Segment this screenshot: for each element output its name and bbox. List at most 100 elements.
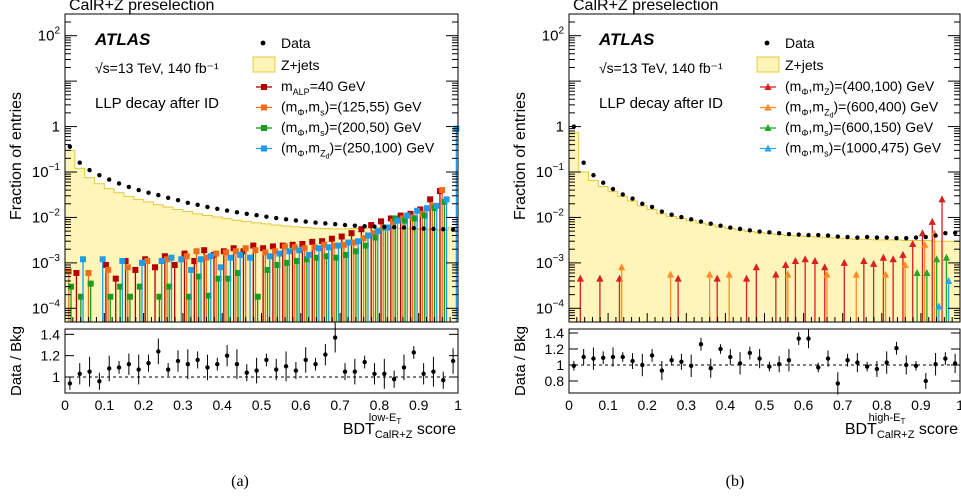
ratio-point (845, 358, 850, 363)
signal-1-point (596, 274, 604, 282)
signal-3-point (372, 234, 379, 241)
x-tick-label: 0.6 (794, 397, 814, 413)
y-tick-label: 10−2 (32, 207, 61, 226)
y-tick-label: 10−1 (536, 162, 565, 181)
ratio-point (87, 369, 92, 374)
signal-3-point (87, 280, 94, 287)
signal-1-point (240, 248, 247, 255)
background-histogram (64, 149, 459, 323)
signal-2-point (183, 253, 190, 260)
ratio-point (649, 353, 655, 358)
ratio-point (796, 336, 801, 341)
signal-3-point (136, 283, 143, 290)
signal-1-point (122, 258, 129, 265)
signal-3-point (411, 215, 418, 222)
legend-signal-3-marker (261, 125, 267, 131)
data-point (67, 144, 73, 149)
ratio-point (274, 367, 279, 372)
signal-2-point (301, 245, 308, 252)
signal-4-point (168, 254, 175, 261)
signal-4-point (364, 232, 371, 239)
ratio-point (679, 359, 684, 364)
data-point (274, 215, 279, 221)
ratio-point (224, 353, 230, 358)
ratio-point (215, 362, 220, 367)
signal-4-point (404, 212, 411, 219)
data-point (874, 235, 880, 240)
data-point (659, 209, 665, 214)
ratio-point (313, 362, 318, 367)
legend-signal-4-label: (mΦ,mZd)=(250,100) GeV (281, 140, 435, 161)
ratio-point (776, 362, 782, 367)
data-point (630, 196, 635, 201)
x-tick-label: 0.9 (409, 397, 429, 413)
x-tick-label: 0.4 (212, 397, 232, 413)
signal-3-point (913, 268, 921, 276)
signal-1-point (928, 217, 936, 225)
data-point (205, 204, 210, 210)
legend-zjets-swatch (252, 56, 276, 73)
ratio-point (601, 355, 606, 360)
data-point (175, 197, 181, 203)
x-tick-label: 0.9 (911, 397, 931, 413)
signal-1-point (368, 222, 375, 229)
signal-1-point (191, 258, 198, 265)
ratio-point (913, 363, 919, 368)
ratio-y-tick-label: 1.2 (41, 348, 61, 364)
signal-2-point (272, 248, 279, 255)
data-point (786, 231, 792, 237)
data-point (855, 235, 860, 240)
x-tick-label: 0.4 (716, 397, 736, 413)
legend-zjets-label: Z+jets (785, 57, 824, 73)
ratio-point (303, 357, 308, 363)
preselection-header: CalR+Z preselection (69, 0, 214, 14)
data-point (165, 195, 171, 201)
y-axis-title: Fraction of entries (8, 92, 25, 220)
signal-1-point (889, 255, 897, 263)
ratio-point (332, 335, 338, 340)
legend-data-label: Data (281, 35, 311, 51)
data-point (293, 218, 299, 223)
signal-3-point (293, 258, 300, 265)
signal-2-point (213, 250, 220, 257)
panel-caption: (a) (231, 473, 249, 490)
signal-3-point (185, 293, 192, 300)
x-tick-label: 0.7 (330, 397, 350, 413)
signal-4-point (188, 266, 195, 273)
signal-3-point (942, 253, 951, 261)
ratio-y-tick-label: 1.4 (545, 325, 565, 341)
signal-3-point (343, 251, 350, 258)
signal-3-point (421, 212, 428, 219)
legend-signal-2-marker (764, 103, 772, 111)
zjets-histogram-area (64, 149, 459, 323)
energy-lumi-label: √s=13 TeV, 140 fb⁻¹ (95, 60, 219, 76)
y-tick-label: 10−3 (536, 253, 565, 272)
legend-signal-3-label: (mΦ,ms)=(200,50) GeV (281, 119, 422, 138)
ratio-point (923, 378, 928, 384)
ratio-point (205, 365, 210, 370)
x-tick-label: 0.5 (755, 397, 775, 413)
x-tick-label: 0.1 (95, 397, 115, 413)
data-point (640, 201, 645, 206)
signal-1-point (319, 238, 326, 245)
signal-3-point (323, 253, 330, 260)
data-point (303, 219, 308, 224)
ratio-point (884, 360, 889, 365)
signal-1-point (674, 274, 682, 282)
signal-1-point (427, 196, 434, 203)
data-point (591, 173, 596, 178)
signal-4-point (286, 248, 293, 255)
legend-data-marker (764, 40, 770, 46)
data-point (649, 204, 655, 210)
data-point (679, 214, 684, 220)
legend-signal-4-label: (mΦ,ms)=(1000,475) GeV (785, 140, 942, 159)
x-axis-title-superscript: low-ET (369, 412, 402, 426)
signal-4-point (247, 254, 254, 261)
signal-2-point (203, 254, 210, 261)
signal-1-point (713, 274, 721, 282)
ratio-y-axis-title: Data / Bkg (512, 326, 529, 396)
legend-signal-4-marker (764, 144, 772, 152)
ratio-point (767, 364, 772, 369)
data-point (411, 225, 416, 231)
ratio-point (737, 361, 743, 366)
